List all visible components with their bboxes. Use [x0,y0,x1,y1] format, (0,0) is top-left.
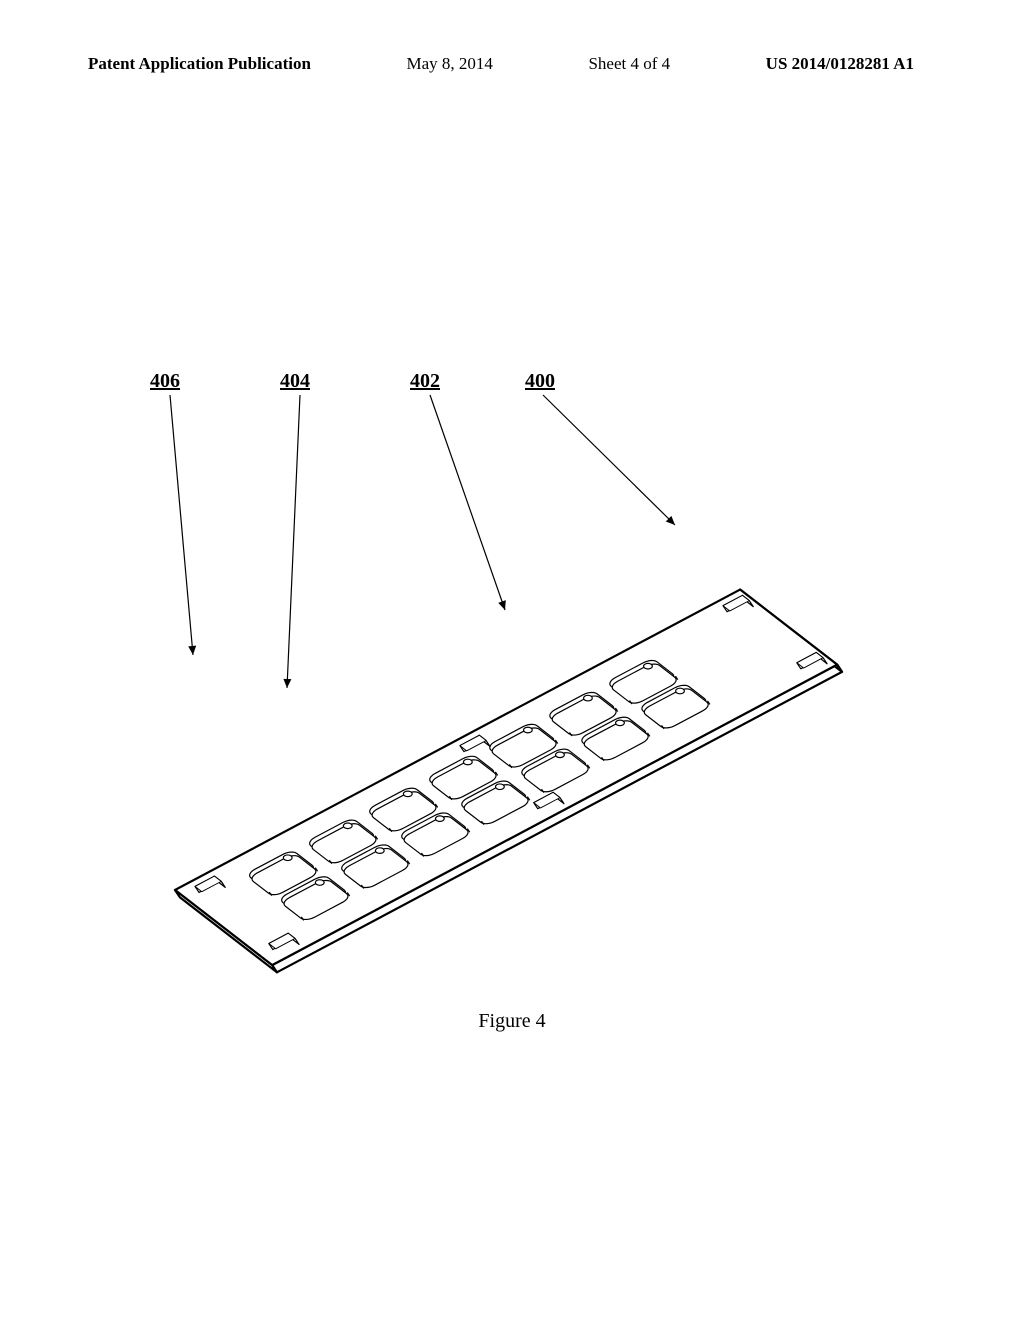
publication-title: Patent Application Publication [88,54,311,74]
figure-svg [115,370,915,1000]
label-404: 404 [280,370,310,393]
label-402: 402 [410,370,440,393]
publication-number: US 2014/0128281 A1 [766,54,914,74]
sheet-number: Sheet 4 of 4 [588,54,670,74]
label-406: 406 [150,370,180,393]
figure-caption: Figure 4 [0,1010,1024,1033]
publication-date: May 8, 2014 [406,54,492,74]
label-400: 400 [525,370,555,393]
figure-4: 406 404 402 400 [115,370,915,1000]
page-header: Patent Application Publication May 8, 20… [0,54,1024,74]
